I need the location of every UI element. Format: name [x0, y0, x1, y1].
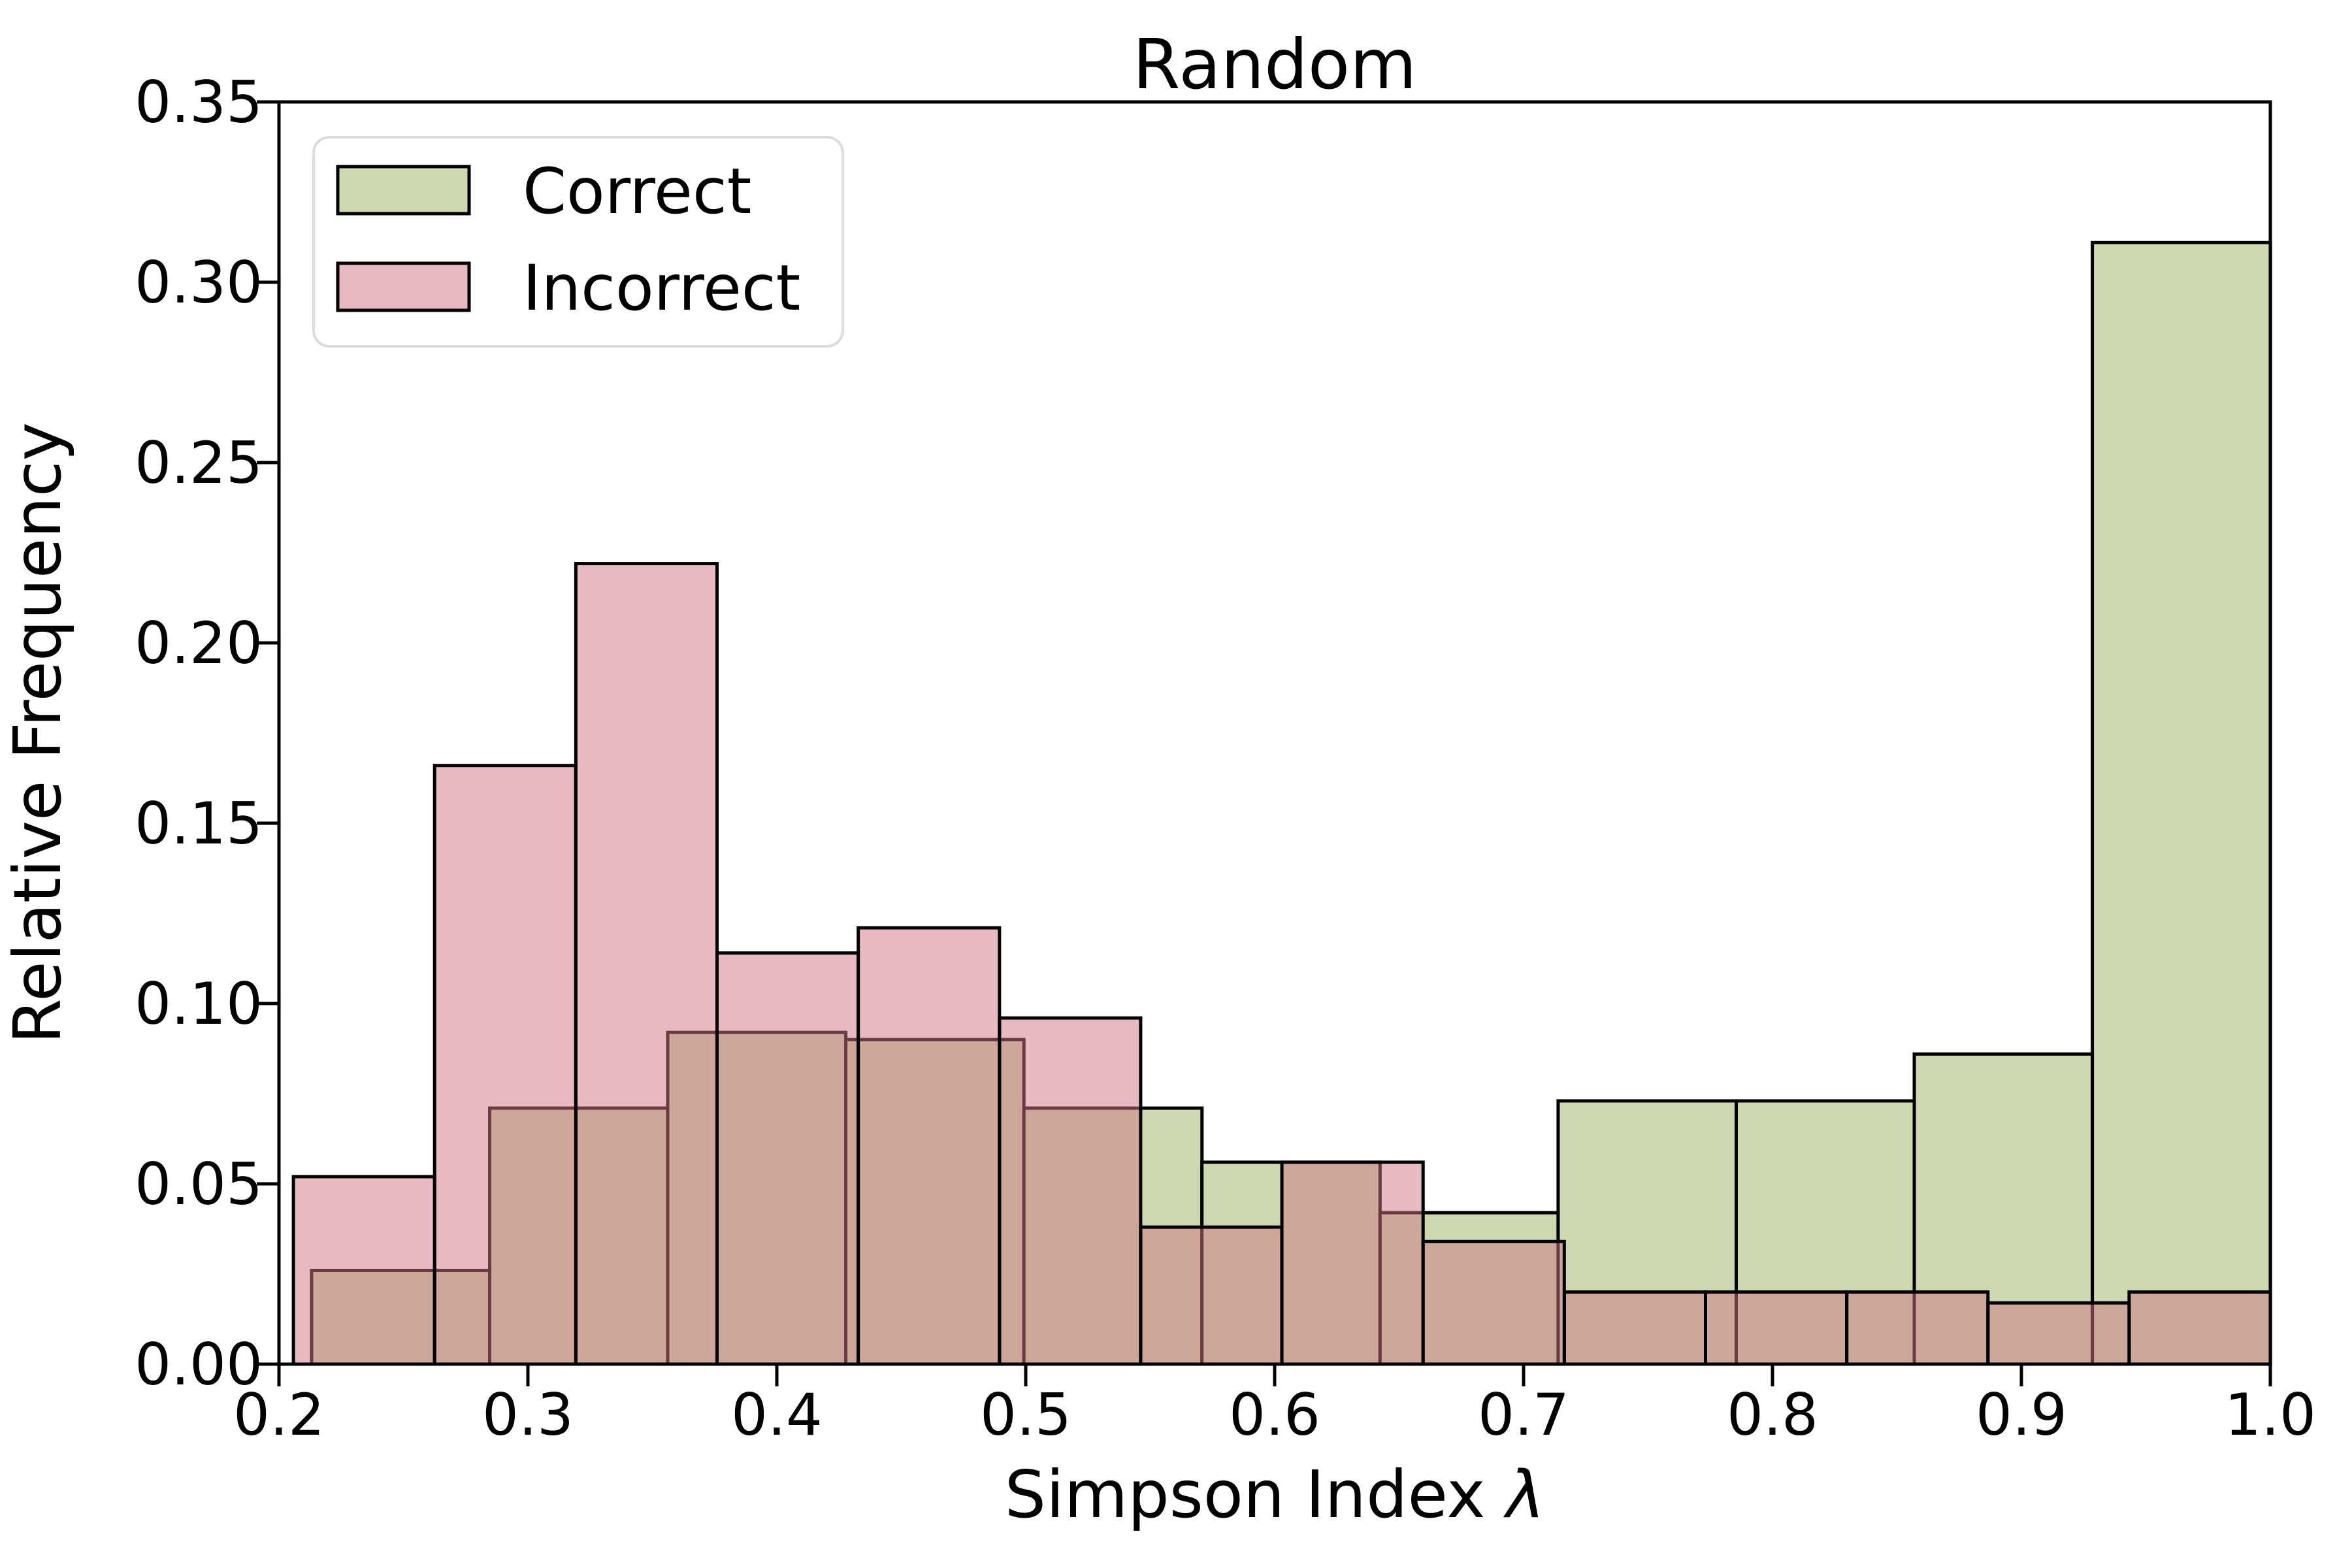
incorrect-bar-8: [1423, 1241, 1565, 1364]
incorrect-bar-12: [1987, 1303, 2129, 1364]
incorrect-bar-3: [717, 953, 858, 1364]
x-tick-label-1.0: 1.0: [2225, 1381, 2316, 1448]
x-tick-label-0.5: 0.5: [980, 1381, 1071, 1448]
x-tick-label-0.3: 0.3: [482, 1381, 574, 1448]
y-tick-label-0.35: 0.35: [135, 69, 263, 136]
y-tick-label-0.15: 0.15: [135, 790, 263, 857]
incorrect-bar-11: [1846, 1292, 1988, 1364]
legend-label-incorrect: Incorrect: [523, 252, 800, 325]
x-tick-label-0.6: 0.6: [1229, 1381, 1320, 1448]
y-tick-label-0.10: 0.10: [135, 970, 263, 1037]
y-tick-label-0.25: 0.25: [135, 429, 263, 497]
incorrect-bar-6: [1140, 1227, 1282, 1364]
incorrect-bar-13: [2129, 1292, 2270, 1364]
chart-title: Random: [1133, 25, 1417, 105]
incorrect-bar-4: [858, 928, 1000, 1364]
x-axis-label: Simpson Index λ: [1005, 1456, 1545, 1533]
incorrect-bar-7: [1282, 1162, 1424, 1364]
x-tick-label-0.8: 0.8: [1727, 1381, 1818, 1448]
incorrect-bar-5: [999, 1018, 1141, 1364]
y-tick-label-0.00: 0.00: [135, 1331, 263, 1398]
incorrect-bar-10: [1705, 1292, 1847, 1364]
incorrect-bars-fill: [293, 563, 2270, 1364]
y-tick-label-0.30: 0.30: [135, 249, 263, 316]
x-tick-label-0.4: 0.4: [731, 1381, 823, 1448]
legend-swatch-incorrect: [336, 261, 471, 312]
y-tick-label-0.05: 0.05: [135, 1151, 263, 1218]
x-axis-ticks: 0.2 0.3 0.4 0.5 0.6 0.7 0.8 0.9 1.0: [233, 1364, 2316, 1448]
incorrect-bar-0: [293, 1177, 435, 1364]
legend: Correct Incorrect: [312, 136, 844, 348]
legend-label-correct: Correct: [523, 155, 751, 228]
incorrect-bar-1: [434, 765, 576, 1364]
legend-swatch-correct: [336, 165, 471, 216]
x-tick-label-0.9: 0.9: [1976, 1381, 2067, 1448]
y-axis-label: Relative Frequency: [0, 422, 76, 1044]
x-tick-label-0.2: 0.2: [233, 1381, 325, 1448]
incorrect-bar-9: [1564, 1292, 1706, 1364]
y-axis-ticks: 0.00 0.05 0.10 0.15 0.20 0.25 0.30 0.35: [135, 69, 279, 1398]
y-tick-label-0.20: 0.20: [135, 610, 263, 677]
incorrect-bar-2: [576, 563, 717, 1364]
x-tick-label-0.7: 0.7: [1478, 1381, 1569, 1448]
correct-bar-10: [2091, 240, 2272, 1366]
